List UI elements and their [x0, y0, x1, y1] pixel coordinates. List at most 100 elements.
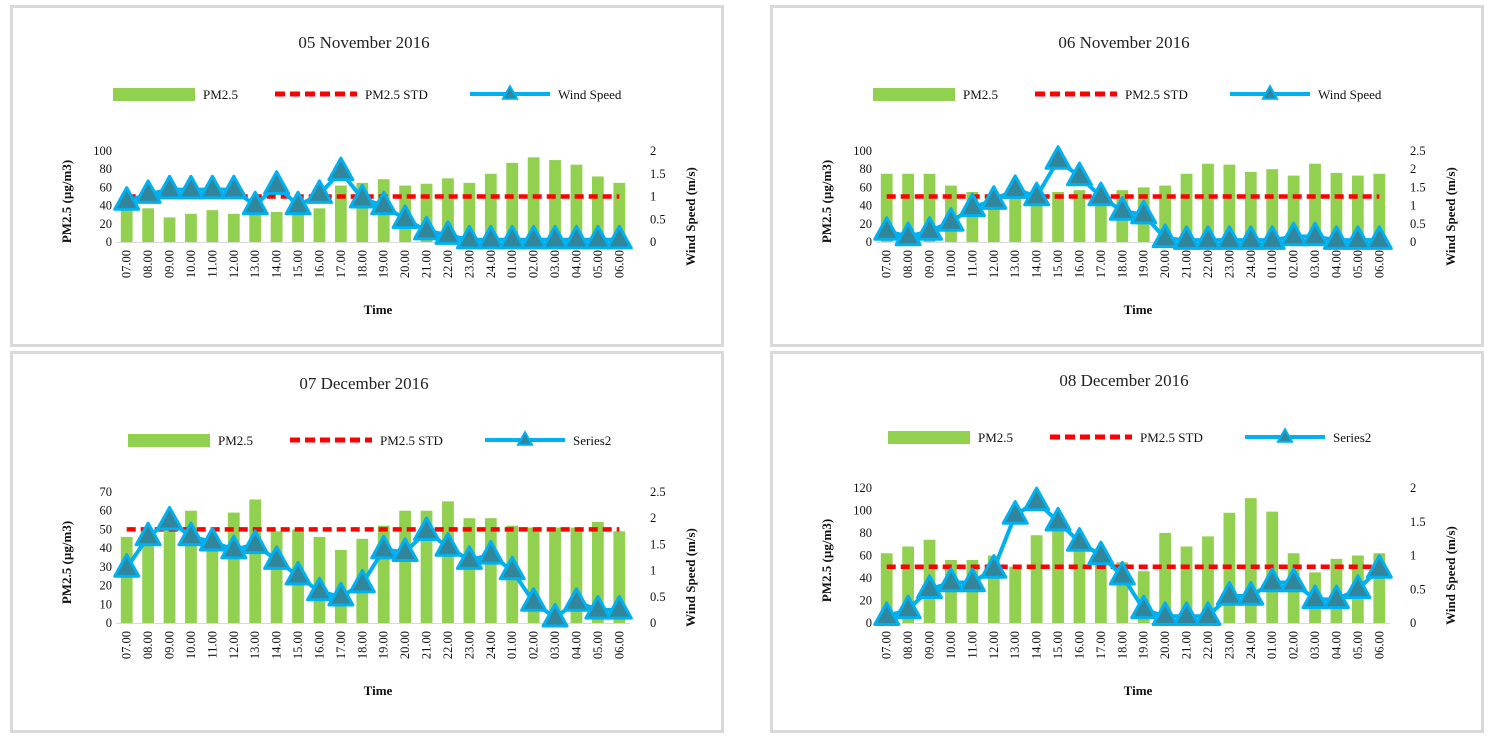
bar-pm25	[399, 510, 412, 623]
x-tick-label: 07.00	[880, 250, 894, 278]
x-tick-label: 10.00	[944, 250, 958, 278]
wind-marker	[1215, 225, 1243, 250]
chart-title: 06 November 2016	[1058, 33, 1189, 52]
bar-pm25	[420, 510, 433, 623]
bar-pm25	[591, 521, 604, 623]
y2-tick-label: 1	[1410, 199, 1416, 213]
legend-swatch-pm25	[888, 431, 970, 444]
legend-swatch-pm25	[113, 88, 195, 101]
wind-marker	[1023, 181, 1051, 207]
x-tick-label: 17.00	[334, 250, 348, 278]
wind-marker	[1365, 225, 1393, 250]
bar-pm25	[1159, 185, 1172, 242]
wind-marker	[113, 553, 141, 578]
y2-tick-label: 0	[1410, 235, 1416, 249]
y2-tick-label: 0.5	[1410, 582, 1426, 596]
wind-marker	[134, 521, 162, 547]
bar-pm25	[1309, 163, 1321, 242]
bar-pm25	[484, 518, 497, 623]
x-tick-label: 15.00	[291, 250, 305, 278]
wind-marker	[1044, 506, 1072, 532]
x-tick-label: 18.00	[355, 631, 369, 659]
wind-marker	[498, 224, 526, 250]
y-axis-label: PM2.5 (µg/m3)	[819, 160, 834, 243]
wind-marker	[1301, 584, 1329, 610]
y-tick-label: 10	[100, 597, 113, 611]
y2-axis-label: Wind Speed (m/s)	[1443, 526, 1458, 625]
wind-marker	[980, 185, 1008, 210]
legend-label-wind: Wind Speed	[558, 87, 622, 102]
x-tick-label: 08.00	[141, 631, 155, 659]
wind-marker	[413, 516, 441, 542]
wind-marker	[198, 174, 226, 200]
wind-marker	[1258, 567, 1286, 593]
y2-tick-label: 1.5	[650, 167, 666, 181]
bar-pm25	[270, 211, 283, 242]
y-tick-label: 0	[106, 616, 112, 630]
x-tick-label: 14.00	[270, 631, 284, 659]
wind-marker	[1023, 486, 1051, 512]
x-tick-label: 02.00	[527, 250, 541, 278]
bar-pm25	[185, 510, 197, 623]
wind-marker	[1301, 221, 1329, 247]
wind-marker	[434, 220, 462, 245]
wind-marker	[455, 224, 483, 250]
x-tick-label: 09.00	[163, 250, 177, 278]
x-tick-label: 08.00	[901, 631, 915, 659]
wind-marker	[1001, 500, 1029, 525]
x-axis-label: Time	[364, 683, 393, 698]
chart-panel-3: 07 December 2016 PM2.5 PM2.5 STD Series2 0 10…	[10, 351, 724, 733]
bar-pm25	[1159, 533, 1172, 623]
y2-tick-label: 0.5	[650, 212, 666, 226]
wind-marker	[1280, 221, 1308, 247]
x-tick-label: 02.00	[527, 631, 541, 659]
bar-pm25	[1202, 536, 1214, 623]
y-tick-label: 70	[100, 485, 113, 499]
legend-marker-wind	[1261, 84, 1279, 100]
x-tick-label: 06.00	[1372, 250, 1386, 278]
x-tick-label: 10.00	[184, 250, 198, 278]
bar-pm25	[270, 531, 283, 623]
wind-marker	[916, 574, 944, 599]
bar-pm25	[1244, 171, 1257, 242]
y-tick-label: 40	[100, 541, 113, 555]
x-tick-label: 03.00	[1308, 631, 1322, 659]
x-tick-label: 03.00	[1308, 250, 1322, 278]
x-tick-label: 13.00	[1008, 631, 1022, 659]
wind-marker	[284, 190, 312, 216]
bar-pm25	[1244, 498, 1257, 623]
bar-pm25	[313, 208, 326, 242]
bar-pm25	[1330, 172, 1343, 242]
x-tick-label: 07.00	[120, 631, 134, 659]
x-tick-label: 12.00	[987, 631, 1001, 659]
legend-marker-wind	[501, 84, 519, 100]
x-tick-label: 14.00	[270, 250, 284, 278]
wind-marker	[873, 216, 901, 241]
bar-pm25	[1009, 185, 1022, 242]
y-tick-label: 80	[860, 526, 873, 540]
x-tick-label: 16.00	[1072, 631, 1086, 659]
y-tick-label: 120	[853, 481, 872, 495]
bar-pm25	[1223, 164, 1236, 242]
bar-pm25	[1373, 553, 1386, 623]
bar-pm25	[1266, 169, 1279, 242]
y-axis-label: PM2.5 (µg/m3)	[819, 519, 834, 602]
chart-panel-4: 08 December 2016 PM2.5 PM2.5 STD Series2 0 20…	[770, 351, 1484, 733]
x-tick-label: 19.00	[377, 631, 391, 659]
legend-label-std: PM2.5 STD	[365, 87, 428, 102]
x-tick-label: 09.00	[163, 631, 177, 659]
bar-pm25	[613, 531, 626, 623]
wind-marker	[348, 183, 376, 209]
wind-marker	[113, 186, 141, 211]
legend-label-pm25: PM2.5	[963, 87, 998, 102]
wind-marker	[1280, 567, 1308, 593]
bar-pm25	[987, 555, 1000, 623]
x-tick-label: 04.00	[569, 250, 583, 278]
x-tick-label: 20.00	[1158, 250, 1172, 278]
chart-title: 05 November 2016	[298, 33, 429, 52]
bar-pm25	[163, 217, 176, 242]
y2-tick-label: 2	[650, 511, 656, 525]
y-tick-label: 20	[100, 217, 113, 231]
wind-marker	[220, 534, 248, 560]
bar-pm25	[1030, 535, 1043, 623]
